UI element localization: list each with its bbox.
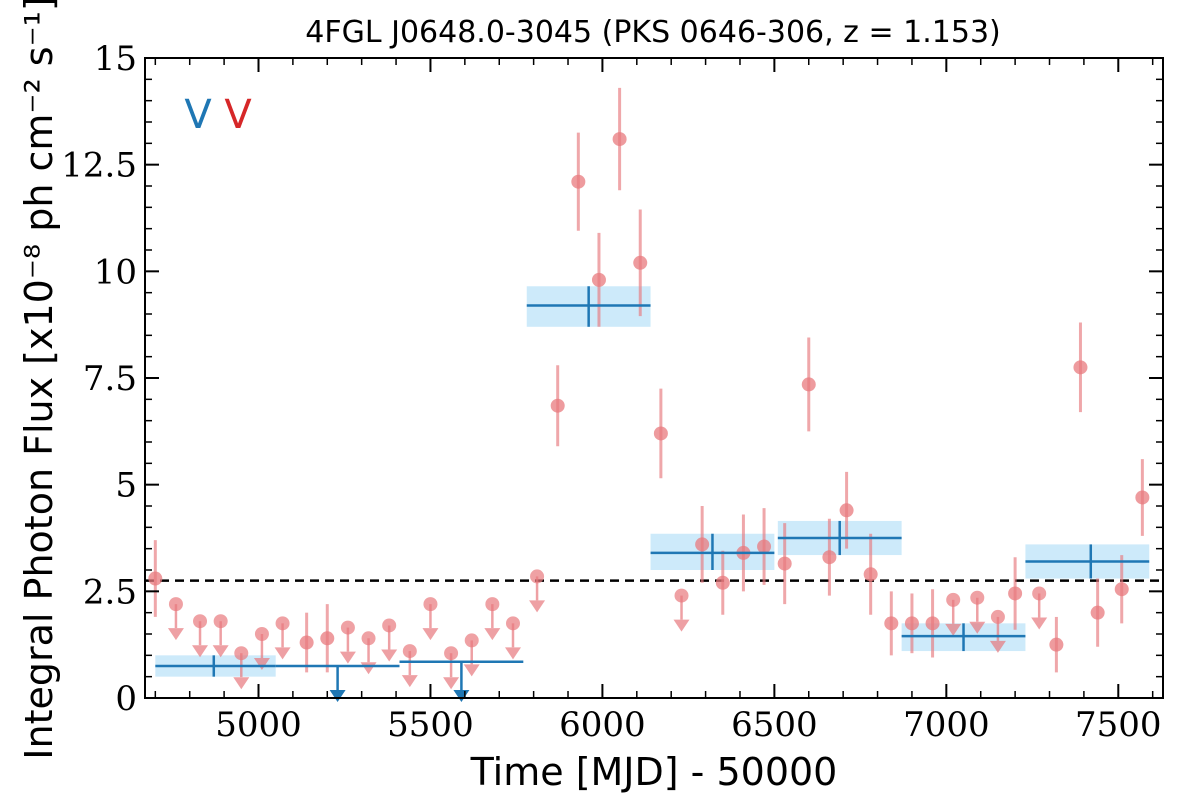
upper-limit-arrow-head: [484, 628, 501, 641]
upper-limit-arrow-head: [212, 645, 229, 658]
upper-limit-arrow: [504, 623, 521, 660]
upper-limit-arrow: [463, 640, 480, 677]
upper-limit-arrow: [1031, 593, 1048, 630]
upper-limit-arrow: [443, 653, 460, 690]
upper-limit-arrow-head: [422, 628, 439, 641]
upper-limit-arrow-head: [1031, 617, 1048, 630]
upper-limit-arrow-head: [381, 649, 398, 662]
data-point: [863, 567, 878, 582]
upper-limit-arrow-head: [529, 600, 546, 613]
y-tick-label: 15: [94, 39, 137, 79]
upper-limit-arrow: [529, 576, 546, 613]
upper-limit-arrow: [945, 599, 962, 636]
upper-limit-arrow-head: [945, 623, 962, 636]
upper-limit-arrow: [969, 597, 986, 634]
data-point: [801, 377, 816, 392]
data-point: [695, 537, 710, 552]
data-point: [1135, 490, 1150, 505]
x-axis-label: Time [MJD] - 50000: [470, 750, 838, 794]
upper-limit-arrow: [673, 595, 690, 632]
upper-limit-arrow-head: [339, 651, 356, 664]
y-tick-label: 2.5: [83, 572, 137, 612]
x-tick-label: 6000: [559, 705, 646, 745]
y-tick-label: 10: [94, 252, 137, 292]
data-point: [299, 635, 314, 650]
data-point: [839, 503, 854, 518]
data-point: [757, 539, 772, 554]
variability-flag: V: [184, 92, 212, 138]
upper-limit-arrow: [422, 604, 439, 641]
upper-limit-arrow: [381, 625, 398, 662]
upper-limit-arrow-head: [969, 621, 986, 634]
data-point: [653, 426, 668, 441]
upper-limit-arrow-head: [274, 647, 291, 660]
x-tick-label: 5500: [387, 705, 474, 745]
data-point: [1008, 586, 1023, 601]
y-tick-label: 12.5: [61, 146, 137, 186]
upper-limit-arrow: [401, 651, 418, 688]
data-point: [777, 556, 792, 571]
x-tick-label: 7000: [903, 705, 990, 745]
data-point: [633, 255, 648, 270]
upper-limit-arrow-head: [443, 677, 460, 690]
data-point: [612, 132, 627, 147]
data-point: [550, 398, 565, 413]
data-point: [148, 571, 163, 586]
upper-limit-arrow: [167, 604, 184, 641]
upper-limit-arrow-head: [253, 658, 270, 670]
upper-limit-arrow-head: [401, 675, 418, 688]
upper-limit-arrow: [484, 604, 501, 641]
x-tick-label: 6500: [731, 705, 818, 745]
data-point: [925, 616, 940, 631]
upper-limit-arrow: [192, 621, 209, 658]
y-axis-label: Integral Photon Flux [x10⁻⁸ ph cm⁻² s⁻¹]: [17, 0, 61, 760]
data-point: [1073, 360, 1088, 375]
upper-limit-arrow-head: [167, 628, 184, 641]
upper-limit-arrow: [212, 621, 229, 658]
y-tick-label: 5: [115, 466, 137, 506]
data-point: [904, 616, 919, 631]
chart-title: 4FGL J0648.0-3045 (PKS 0646-306, z = 1.1…: [305, 15, 1000, 50]
upper-limit-arrow-head: [360, 662, 377, 675]
upper-limit-arrow: [360, 638, 377, 675]
axes-ticks: 5000 5500 6000 6500 7000 7500 0 2.5 5 7.5 10 12.5 15: [61, 39, 1163, 745]
upper-limit-arrow-head: [192, 645, 209, 658]
upper-limit-arrow-head: [463, 664, 480, 677]
y-tick-label: 7.5: [83, 359, 137, 399]
x-tick-label: 5000: [215, 705, 302, 745]
data-point: [591, 272, 606, 287]
data-point: [822, 550, 837, 565]
variability-flag: V: [224, 92, 252, 138]
upper-limit-arrow-head: [673, 619, 690, 632]
upper-limit-arrow-head: [233, 677, 250, 690]
data-point: [715, 575, 730, 590]
upper-limit-arrow: [253, 634, 270, 670]
y-tick-label: 0: [115, 679, 137, 719]
plot-frame: [144, 57, 1164, 699]
data-point: [571, 174, 586, 189]
long-bin-ul-head: [329, 690, 346, 702]
data-point: [1049, 637, 1064, 652]
data-point: [1090, 605, 1105, 620]
upper-limit-arrow-head: [989, 640, 1006, 653]
x-tick-label: 7500: [1075, 705, 1162, 745]
data-point: [884, 616, 899, 631]
long-bin-ul-head: [453, 690, 470, 702]
data-point: [320, 631, 335, 646]
data-point: [1114, 582, 1129, 597]
upper-limit-arrow: [274, 623, 291, 660]
upper-limit-arrow: [339, 627, 356, 664]
upper-limit-arrow-head: [504, 647, 521, 660]
